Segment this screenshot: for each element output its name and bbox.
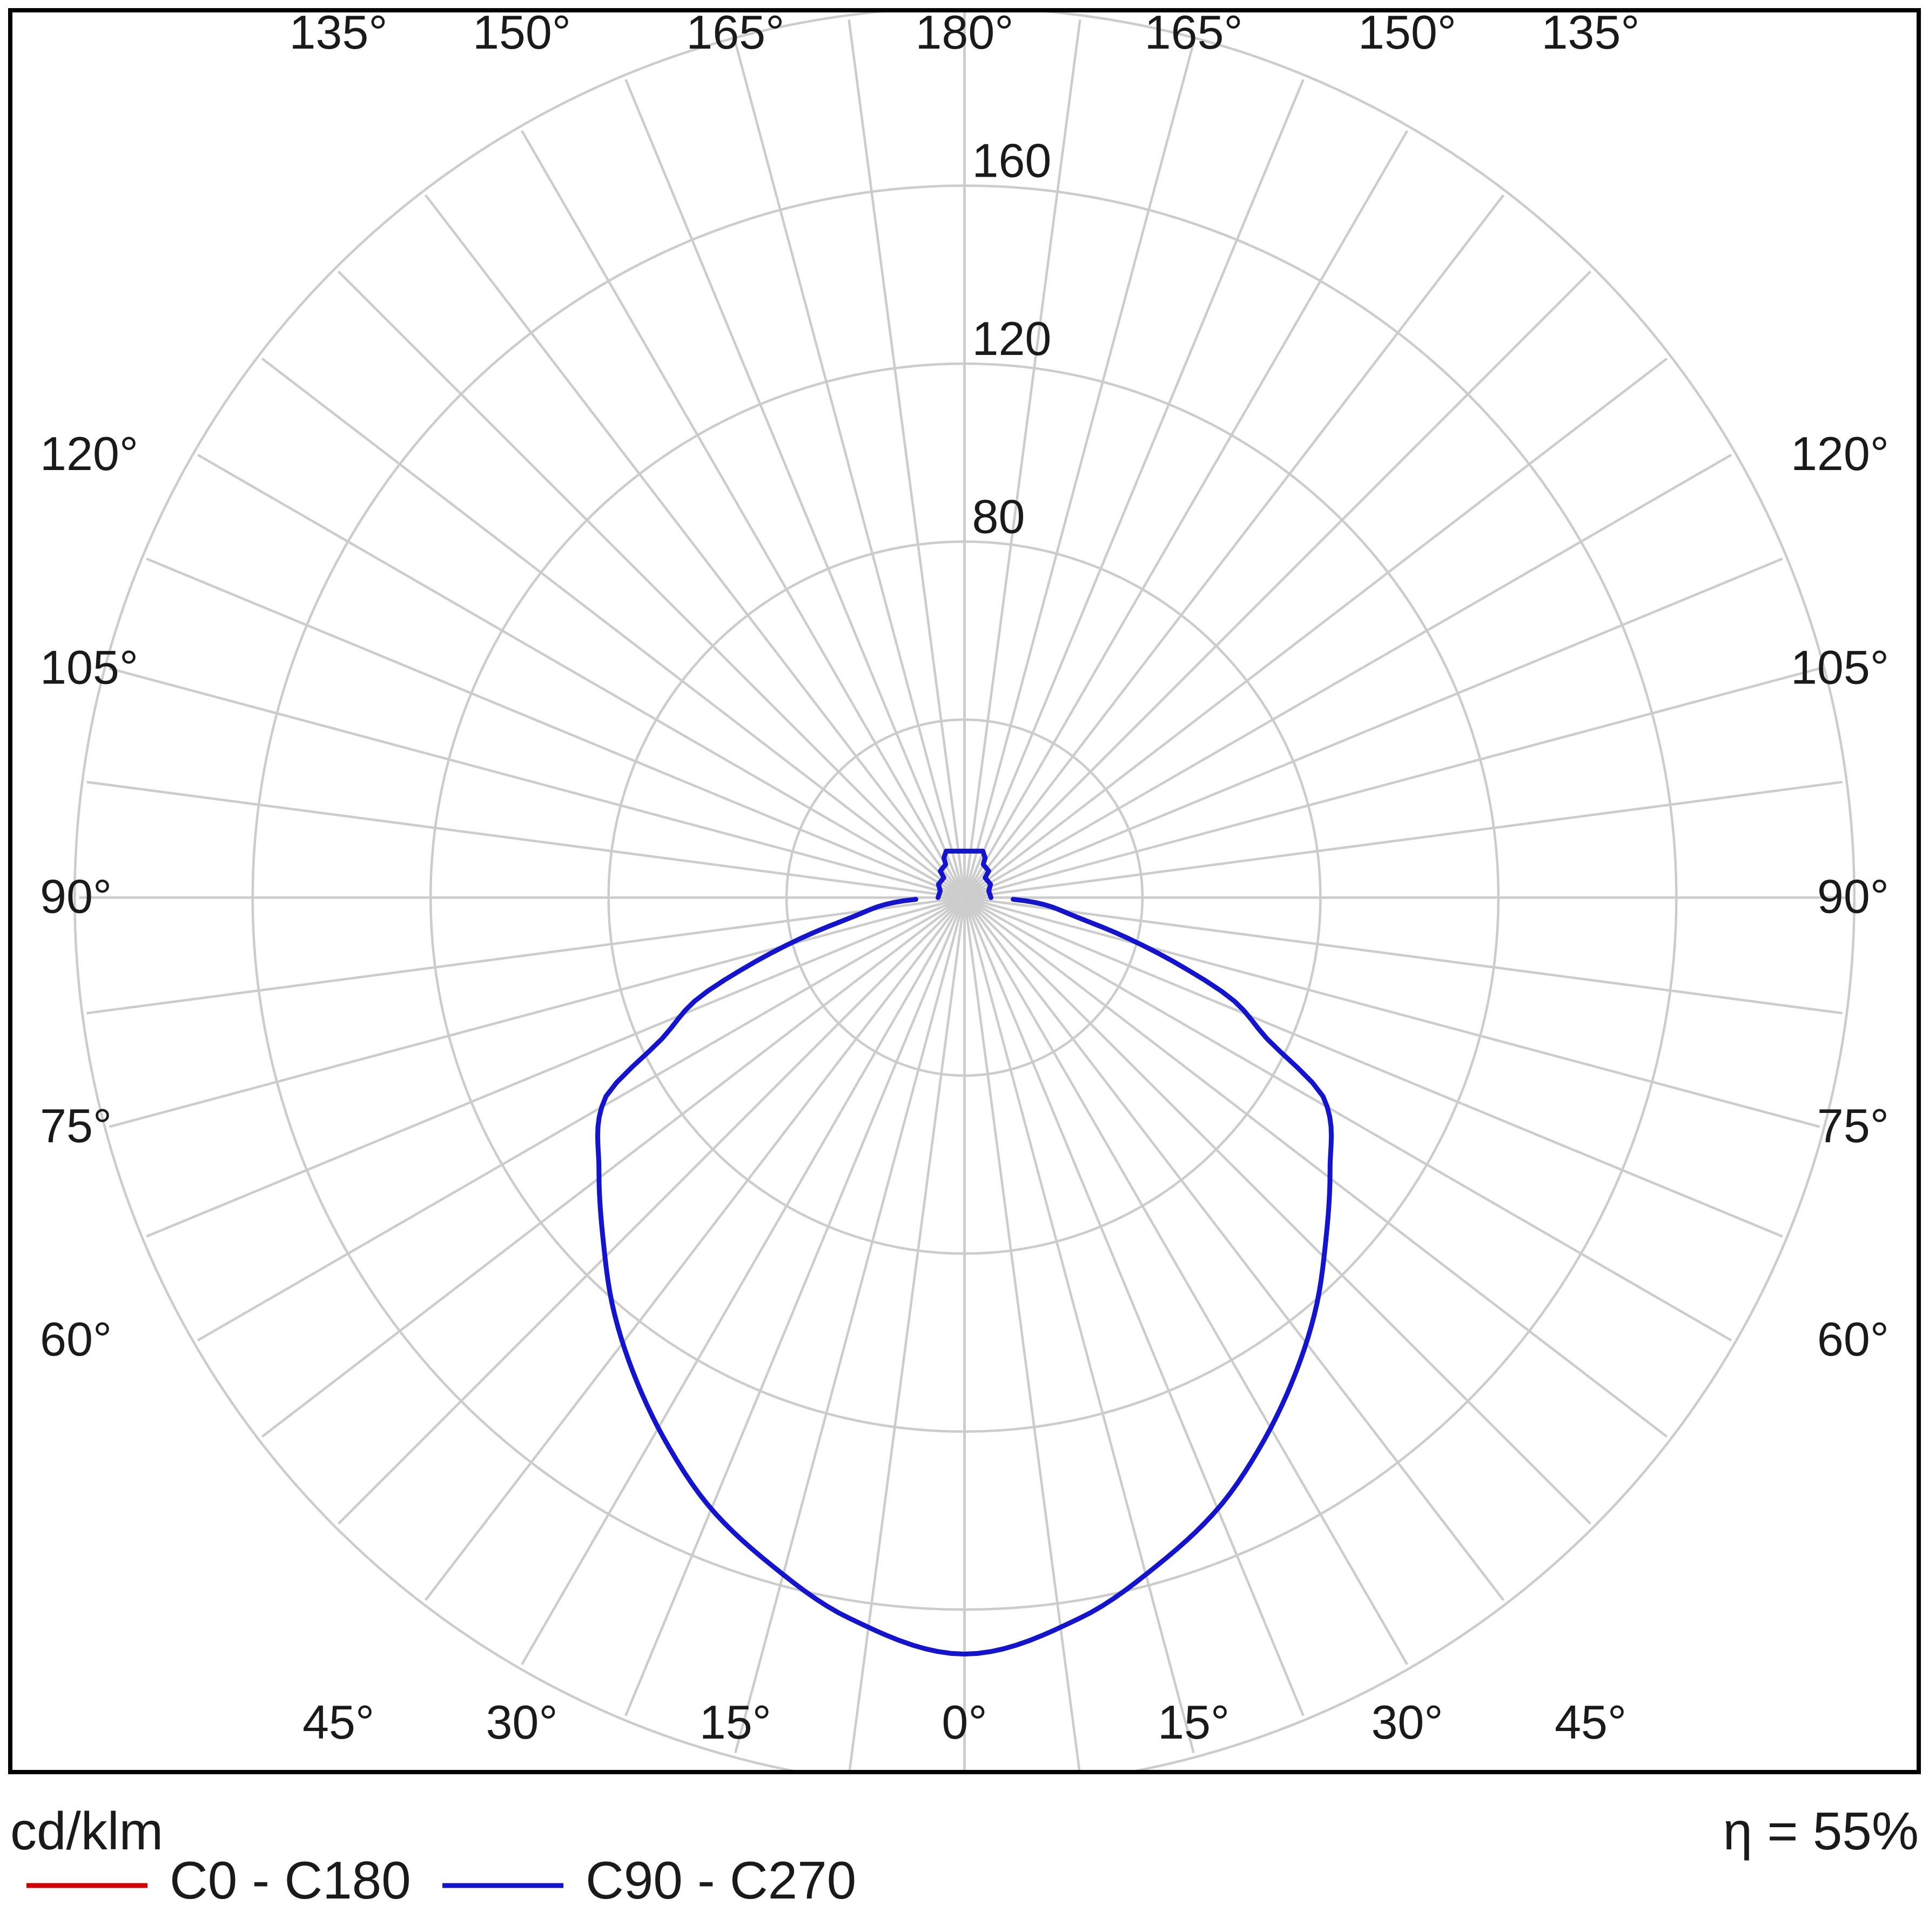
- svg-text:120: 120: [972, 312, 1052, 365]
- svg-text:15°: 15°: [700, 1695, 771, 1749]
- svg-text:150°: 150°: [1358, 5, 1456, 59]
- svg-text:η = 55%: η = 55%: [1723, 1801, 1919, 1861]
- svg-text:75°: 75°: [40, 1099, 112, 1152]
- svg-text:30°: 30°: [1371, 1695, 1443, 1749]
- svg-text:90°: 90°: [1817, 870, 1889, 923]
- svg-text:150°: 150°: [473, 5, 571, 59]
- svg-text:90°: 90°: [40, 870, 112, 923]
- svg-text:C0 - C180: C0 - C180: [170, 1850, 411, 1910]
- svg-text:80: 80: [972, 490, 1025, 544]
- svg-text:165°: 165°: [1145, 5, 1243, 59]
- svg-text:180°: 180°: [915, 5, 1013, 59]
- svg-text:45°: 45°: [303, 1695, 374, 1749]
- svg-text:165°: 165°: [686, 5, 784, 59]
- svg-text:cd/klm: cd/klm: [10, 1801, 163, 1861]
- svg-text:75°: 75°: [1817, 1099, 1889, 1152]
- svg-text:C90 - C270: C90 - C270: [586, 1850, 856, 1910]
- svg-text:60°: 60°: [1817, 1312, 1889, 1366]
- svg-text:135°: 135°: [1541, 5, 1639, 59]
- svg-text:120°: 120°: [40, 427, 138, 480]
- svg-text:105°: 105°: [40, 640, 138, 694]
- svg-text:105°: 105°: [1791, 640, 1889, 694]
- svg-text:0°: 0°: [942, 1695, 987, 1749]
- svg-text:60°: 60°: [40, 1312, 112, 1366]
- svg-text:45°: 45°: [1555, 1695, 1626, 1749]
- svg-text:120°: 120°: [1791, 427, 1889, 480]
- svg-text:160: 160: [972, 134, 1052, 187]
- svg-text:15°: 15°: [1158, 1695, 1229, 1749]
- svg-text:135°: 135°: [289, 5, 387, 59]
- svg-text:30°: 30°: [486, 1695, 557, 1749]
